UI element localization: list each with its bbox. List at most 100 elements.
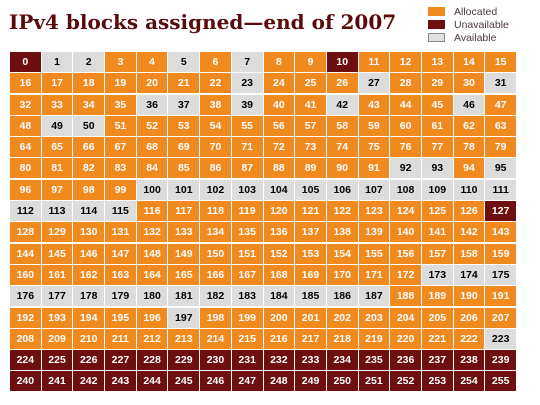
block-cell-76: 76 bbox=[390, 137, 421, 158]
block-cell-184: 184 bbox=[263, 286, 295, 307]
block-cell-237: 237 bbox=[421, 350, 453, 371]
block-cell-22: 22 bbox=[200, 73, 231, 94]
block-cell-242: 242 bbox=[73, 371, 105, 392]
block-cell-177: 177 bbox=[41, 286, 73, 307]
block-cell-19: 19 bbox=[105, 73, 136, 94]
block-cell-208: 208 bbox=[10, 328, 41, 349]
block-cell-188: 188 bbox=[390, 286, 421, 307]
block-cell-133: 133 bbox=[168, 222, 200, 243]
block-cell-28: 28 bbox=[390, 73, 421, 94]
block-cell-77: 77 bbox=[421, 137, 453, 158]
block-cell-232: 232 bbox=[263, 350, 295, 371]
block-cell-93: 93 bbox=[421, 158, 453, 179]
block-cell-162: 162 bbox=[73, 264, 105, 285]
block-cell-124: 124 bbox=[390, 201, 421, 222]
block-cell-29: 29 bbox=[421, 73, 453, 94]
block-cell-79: 79 bbox=[485, 137, 516, 158]
block-cell-126: 126 bbox=[453, 201, 485, 222]
block-cell-219: 219 bbox=[358, 328, 390, 349]
legend: Allocated Unavailable Available bbox=[428, 5, 509, 44]
block-cell-181: 181 bbox=[168, 286, 200, 307]
block-cell-169: 169 bbox=[295, 264, 326, 285]
block-cell-88: 88 bbox=[263, 158, 295, 179]
block-cell-9: 9 bbox=[295, 52, 326, 72]
block-cell-106: 106 bbox=[326, 179, 358, 200]
block-cell-192: 192 bbox=[10, 307, 41, 328]
block-cell-166: 166 bbox=[200, 264, 231, 285]
block-cell-200: 200 bbox=[263, 307, 295, 328]
legend-item-unavailable: Unavailable bbox=[428, 18, 509, 31]
block-cell-99: 99 bbox=[105, 179, 136, 200]
block-cell-12: 12 bbox=[390, 52, 421, 72]
block-cell-32: 32 bbox=[10, 94, 41, 115]
block-cell-15: 15 bbox=[485, 52, 516, 72]
block-cell-64: 64 bbox=[10, 137, 41, 158]
block-cell-205: 205 bbox=[421, 307, 453, 328]
block-cell-13: 13 bbox=[421, 52, 453, 72]
block-cell-90: 90 bbox=[326, 158, 358, 179]
block-cell-81: 81 bbox=[41, 158, 73, 179]
block-cell-113: 113 bbox=[41, 201, 73, 222]
block-cell-210: 210 bbox=[73, 328, 105, 349]
block-cell-167: 167 bbox=[231, 264, 263, 285]
block-cell-207: 207 bbox=[485, 307, 516, 328]
block-cell-68: 68 bbox=[136, 137, 168, 158]
block-cell-20: 20 bbox=[136, 73, 168, 94]
block-cell-40: 40 bbox=[263, 94, 295, 115]
block-cell-224: 224 bbox=[10, 350, 41, 371]
legend-label-allocated: Allocated bbox=[454, 5, 498, 18]
block-cell-244: 244 bbox=[136, 371, 168, 392]
block-cell-62: 62 bbox=[453, 115, 485, 136]
block-cell-252: 252 bbox=[390, 371, 421, 392]
block-cell-212: 212 bbox=[136, 328, 168, 349]
block-cell-6: 6 bbox=[200, 52, 231, 72]
block-cell-245: 245 bbox=[168, 371, 200, 392]
block-cell-201: 201 bbox=[295, 307, 326, 328]
block-cell-2: 2 bbox=[73, 52, 105, 72]
block-cell-102: 102 bbox=[200, 179, 231, 200]
block-cell-222: 222 bbox=[453, 328, 485, 349]
legend-item-available: Available bbox=[428, 31, 509, 44]
block-cell-41: 41 bbox=[295, 94, 326, 115]
block-cell-215: 215 bbox=[231, 328, 263, 349]
block-cell-190: 190 bbox=[453, 286, 485, 307]
block-cell-253: 253 bbox=[421, 371, 453, 392]
block-cell-227: 227 bbox=[105, 350, 136, 371]
block-cell-161: 161 bbox=[41, 264, 73, 285]
block-cell-14: 14 bbox=[453, 52, 485, 72]
block-cell-197: 197 bbox=[168, 307, 200, 328]
block-cell-120: 120 bbox=[263, 201, 295, 222]
block-cell-196: 196 bbox=[136, 307, 168, 328]
block-cell-251: 251 bbox=[358, 371, 390, 392]
block-cell-217: 217 bbox=[295, 328, 326, 349]
block-cell-78: 78 bbox=[453, 137, 485, 158]
block-cell-100: 100 bbox=[136, 179, 168, 200]
block-cell-223: 223 bbox=[485, 328, 516, 349]
block-cell-75: 75 bbox=[358, 137, 390, 158]
block-cell-171: 171 bbox=[358, 264, 390, 285]
block-cell-160: 160 bbox=[10, 264, 41, 285]
block-cell-136: 136 bbox=[263, 222, 295, 243]
block-cell-125: 125 bbox=[421, 201, 453, 222]
block-cell-164: 164 bbox=[136, 264, 168, 285]
block-cell-4: 4 bbox=[136, 52, 168, 72]
block-cell-129: 129 bbox=[41, 222, 73, 243]
legend-label-unavailable: Unavailable bbox=[454, 18, 509, 31]
block-cell-56: 56 bbox=[263, 115, 295, 136]
block-cell-94: 94 bbox=[453, 158, 485, 179]
block-cell-50: 50 bbox=[73, 115, 105, 136]
block-cell-137: 137 bbox=[295, 222, 326, 243]
block-cell-153: 153 bbox=[295, 243, 326, 264]
block-cell-66: 66 bbox=[73, 137, 105, 158]
block-cell-69: 69 bbox=[168, 137, 200, 158]
block-cell-158: 158 bbox=[453, 243, 485, 264]
block-cell-194: 194 bbox=[73, 307, 105, 328]
block-cell-170: 170 bbox=[326, 264, 358, 285]
block-cell-132: 132 bbox=[136, 222, 168, 243]
block-cell-85: 85 bbox=[168, 158, 200, 179]
block-cell-42: 42 bbox=[326, 94, 358, 115]
block-cell-1: 1 bbox=[41, 52, 73, 72]
block-cell-0: 0 bbox=[10, 52, 41, 72]
block-cell-198: 198 bbox=[200, 307, 231, 328]
block-cell-115: 115 bbox=[105, 201, 136, 222]
